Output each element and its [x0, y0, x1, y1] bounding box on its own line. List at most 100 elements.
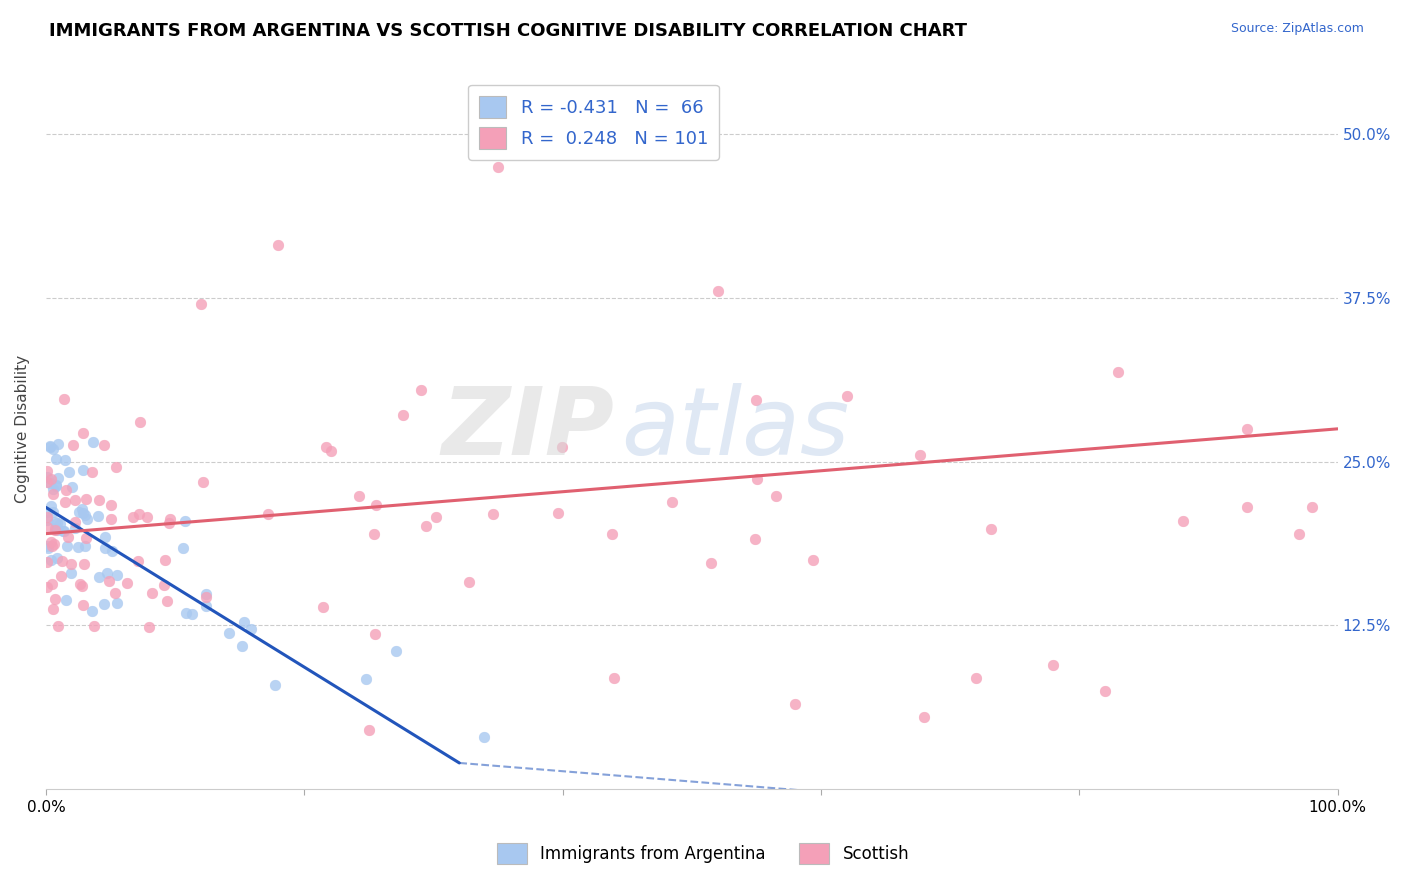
- Point: [63, 520, 86, 534]
- Point: [44, 523, 66, 537]
- Point: [93, 438, 115, 452]
- Point: [39, 472, 62, 486]
- Point: [49, 569, 72, 583]
- Point: [87, 492, 110, 507]
- Point: [363, 527, 385, 541]
- Point: [45, 452, 67, 467]
- Point: [58, 465, 80, 479]
- Point: [181, 607, 204, 622]
- Point: [600, 527, 623, 541]
- Point: [44, 515, 66, 529]
- Point: [37, 510, 59, 524]
- Point: [101, 544, 124, 558]
- Point: [42, 442, 65, 457]
- Point: [104, 586, 127, 600]
- Point: [44, 521, 66, 535]
- Text: ZIP: ZIP: [441, 383, 614, 475]
- Point: [384, 643, 406, 657]
- Point: [75, 532, 97, 546]
- Point: [141, 585, 163, 599]
- Point: [37, 513, 59, 527]
- Point: [42, 486, 65, 500]
- Point: [191, 475, 214, 490]
- Point: [415, 519, 437, 533]
- Point: [263, 677, 285, 691]
- Point: [37, 470, 59, 484]
- Point: [699, 557, 721, 571]
- Point: [87, 508, 110, 523]
- Text: atlas: atlas: [621, 384, 849, 475]
- Point: [72, 425, 94, 440]
- Text: Source: ZipAtlas.com: Source: ZipAtlas.com: [1230, 22, 1364, 36]
- Point: [73, 508, 96, 523]
- Point: [411, 383, 433, 397]
- Point: [55, 592, 77, 607]
- Y-axis label: Cognitive Disability: Cognitive Disability: [15, 355, 30, 503]
- Point: [66, 540, 89, 554]
- Point: [83, 619, 105, 633]
- Point: [42, 505, 65, 519]
- Point: [128, 507, 150, 521]
- Point: [765, 489, 787, 503]
- Point: [1171, 514, 1194, 528]
- Point: [127, 554, 149, 568]
- Point: [44, 537, 66, 551]
- Point: [319, 444, 342, 458]
- Point: [194, 590, 217, 604]
- Point: [231, 640, 253, 654]
- Point: [72, 506, 94, 520]
- Point: [801, 553, 824, 567]
- Point: [60, 480, 83, 494]
- Point: [96, 566, 118, 581]
- Point: [53, 452, 76, 467]
- Point: [49, 517, 72, 532]
- Point: [190, 297, 212, 311]
- Point: [62, 438, 84, 452]
- Point: [315, 440, 337, 454]
- Point: [56, 530, 79, 544]
- Point: [218, 625, 240, 640]
- Point: [122, 509, 145, 524]
- Legend: R = -0.431   N =  66, R =  0.248   N = 101: R = -0.431 N = 66, R = 0.248 N = 101: [468, 85, 718, 160]
- Point: [115, 575, 138, 590]
- Point: [153, 577, 176, 591]
- Point: [547, 506, 569, 520]
- Point: [194, 587, 217, 601]
- Point: [39, 553, 62, 567]
- Point: [55, 483, 77, 497]
- Point: [56, 539, 79, 553]
- Point: [105, 596, 128, 610]
- Point: [138, 620, 160, 634]
- Point: [174, 606, 197, 620]
- Point: [39, 499, 62, 513]
- Point: [44, 592, 66, 607]
- Point: [42, 482, 65, 496]
- Point: [53, 392, 76, 406]
- Point: [37, 555, 59, 569]
- Point: [52, 524, 75, 538]
- Point: [60, 566, 83, 580]
- Point: [46, 516, 69, 530]
- Point: [41, 576, 63, 591]
- Point: [42, 601, 65, 615]
- Point: [37, 505, 59, 519]
- Point: [603, 671, 626, 685]
- Point: [82, 604, 104, 618]
- Point: [364, 626, 387, 640]
- Point: [63, 516, 86, 530]
- Point: [67, 505, 90, 519]
- Point: [551, 440, 574, 454]
- Point: [105, 568, 128, 582]
- Point: [472, 730, 495, 744]
- Point: [100, 512, 122, 526]
- Point: [72, 463, 94, 477]
- Point: [37, 539, 59, 553]
- Point: [157, 516, 180, 530]
- Point: [172, 541, 194, 556]
- Point: [45, 478, 67, 492]
- Point: [128, 415, 150, 429]
- Point: [59, 557, 82, 571]
- Point: [233, 615, 256, 630]
- Point: [392, 408, 415, 422]
- Point: [37, 541, 59, 555]
